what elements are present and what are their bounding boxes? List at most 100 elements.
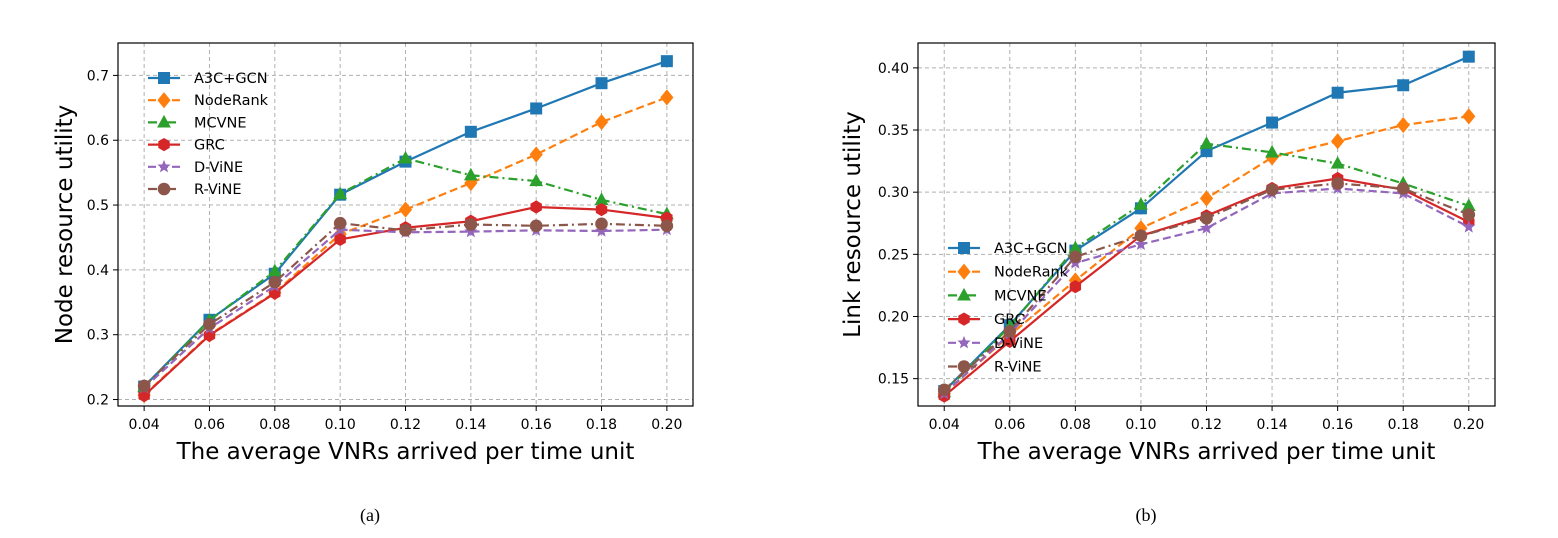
x-tick-label: 0.06 [194,417,225,433]
series-r-vine [137,216,674,393]
data-point [595,217,608,231]
data-point [1199,136,1214,149]
chart-a-legend: A3C+GCN NodeRank MCVNE GRC D-ViNE R-ViNE [148,71,269,198]
chart-a-caption: (a) [360,505,380,526]
legend-marker [957,287,971,301]
data-point [464,224,478,238]
legend-label: GRC [994,312,1025,328]
data-point [1199,190,1214,207]
y-tick-label: 0.15 [878,372,909,388]
x-tick-label: 0.08 [259,417,290,433]
chart-b-frame [917,42,1496,407]
data-point [1134,197,1148,210]
x-tick-label: 0.18 [586,417,617,433]
data-point [1462,108,1476,125]
chart-b-link-resource-utility: 0.04 0.06 0.08 0.10 0.12 0.14 0.16 0.18 0.20 0.15… [840,42,1496,526]
legend-marker [157,92,171,109]
data-point [1462,50,1475,63]
data-point [398,150,413,164]
y-tick-label: 0.3 [87,328,109,344]
legend-marker [957,360,971,373]
x-tick-label: 0.14 [1256,417,1287,433]
x-tick-label: 0.10 [1125,417,1156,433]
y-tick-label: 0.6 [87,133,109,149]
data-point [1396,182,1410,195]
data-point [1462,220,1476,233]
legend-label: MCVNE [994,288,1047,304]
data-point [464,218,478,231]
x-tick-label: 0.10 [325,417,356,433]
data-point [1003,325,1017,338]
data-point [1331,177,1344,190]
legend-label: NodeRank [194,93,269,109]
chart-a-node-resource-utility: 0.04 0.06 0.08 0.10 0.12 0.14 0.16 0.18 0.20 0.2 0… [52,42,694,526]
legend-label: A3C+GCN [194,71,268,87]
data-point [333,216,347,230]
chart-b-caption: (b) [1136,505,1157,526]
x-tick-label: 0.18 [1388,417,1419,433]
legend-marker [958,242,970,254]
data-point [660,89,674,106]
data-point [463,167,478,181]
data-point [398,201,413,218]
data-point [1069,250,1082,264]
series-line [143,222,667,387]
data-point [464,174,478,192]
data-point [594,192,609,205]
data-point [399,224,412,237]
data-point [334,232,346,247]
data-point [660,219,674,233]
y-tick-label: 0.20 [878,309,909,325]
y-tick-label: 0.5 [87,198,109,214]
y-tick-label: 0.30 [878,185,909,201]
legend-marker [957,335,971,349]
data-point [530,200,542,214]
data-point [1199,221,1214,234]
data-point [1068,240,1083,254]
data-point [1200,211,1213,225]
y-tick-label: 0.4 [87,263,109,279]
legend-marker [157,159,171,173]
chart-a-frame [117,42,694,407]
y-tick-label: 0.7 [87,68,109,84]
legend-label: R-ViNE [994,360,1042,376]
data-point [529,173,544,187]
chart-b-x-axis-label: The average VNRs arrived per time unit [977,439,1436,465]
data-point [594,113,609,131]
y-tick-label: 0.25 [878,247,909,263]
data-point [937,383,951,397]
data-point [1265,183,1279,196]
chart-a-x-axis-label: The average VNRs arrived per time unit [176,439,635,465]
legend-label: A3C+GCN [994,241,1068,257]
legend-marker [158,138,170,152]
legend-marker [958,312,970,326]
x-tick-label: 0.04 [929,417,960,433]
legend-label: R-ViNE [194,182,242,198]
series-r-vine [937,177,1476,397]
data-point [660,55,673,68]
data-point [1069,280,1082,294]
data-point [333,186,348,200]
legend-marker [957,263,971,280]
legend-marker [157,182,171,196]
data-point [1330,156,1345,169]
legend-label: MCVNE [194,115,247,131]
legend-label: D-ViNE [194,160,243,176]
x-tick-label: 0.20 [651,417,682,433]
data-point [594,224,609,237]
data-point [529,146,543,163]
data-point [1265,144,1279,158]
x-tick-label: 0.06 [994,417,1025,433]
x-tick-label: 0.08 [1060,417,1091,433]
data-point [1331,86,1344,99]
data-point [595,202,608,217]
data-point [1397,79,1410,92]
data-point [464,125,477,138]
data-point [1134,237,1148,250]
data-point [1461,198,1476,211]
x-tick-label: 0.16 [1322,417,1353,433]
data-point [1331,133,1345,150]
chart-b-y-axis-label: Link resource utility [840,111,866,338]
x-tick-label: 0.14 [455,417,486,433]
